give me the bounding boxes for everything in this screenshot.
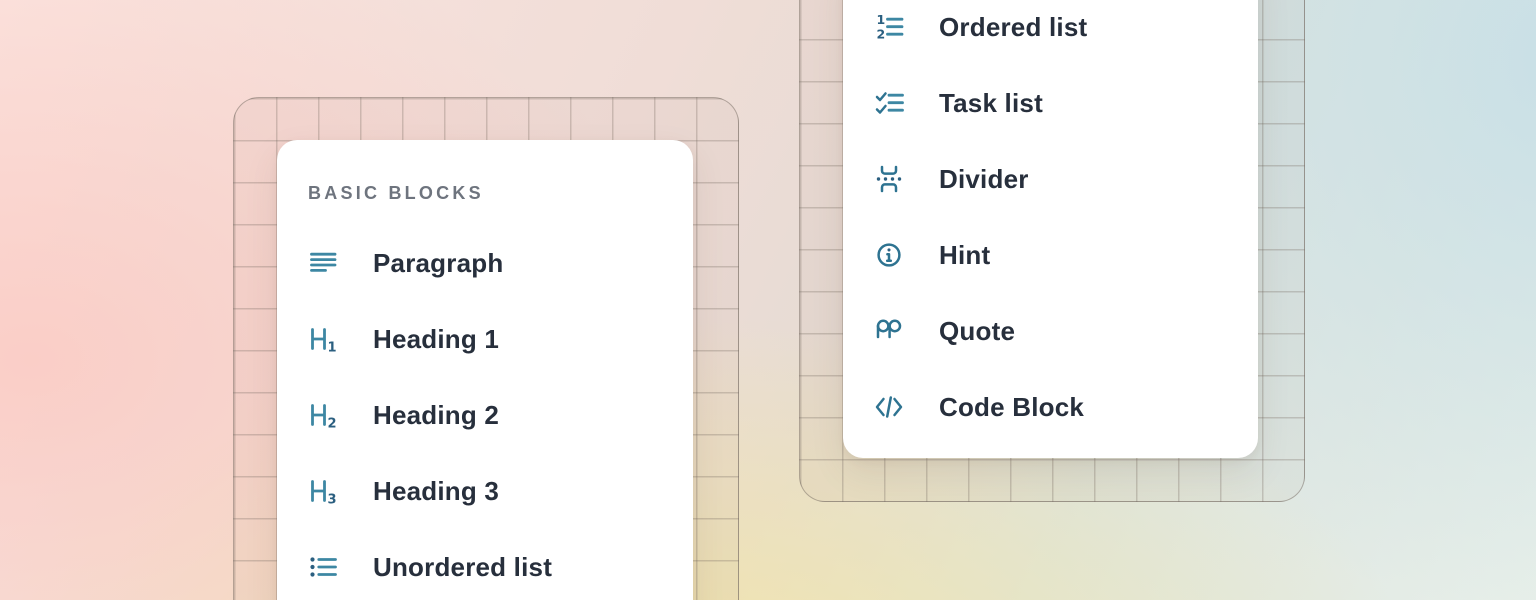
svg-text:1: 1: [877, 12, 886, 27]
svg-text:3: 3: [328, 493, 337, 507]
heading-2-icon: 2: [308, 400, 338, 430]
menu-section-title: BASIC BLOCKS: [308, 183, 484, 203]
menu-item-label: Quote: [939, 315, 1016, 346]
menu-item-task-list[interactable]: Task list: [843, 65, 1258, 141]
task-list-icon: [874, 88, 904, 118]
unordered-list-icon: [308, 552, 338, 582]
ordered-list-icon: 1 2: [874, 12, 904, 42]
menu-item-label: Hint: [939, 239, 991, 270]
menu-item-code-block[interactable]: Code Block: [843, 369, 1258, 445]
menu-item-heading-2[interactable]: 2 Heading 2: [277, 377, 693, 453]
menu-item-label: Code Block: [939, 391, 1085, 422]
hint-icon: [874, 240, 904, 270]
menu-item-label: Paragraph: [373, 247, 504, 278]
menu-item-unordered-list[interactable]: Unordered list: [277, 529, 693, 600]
menu-item-label: Divider: [939, 163, 1029, 194]
menu-item-paragraph[interactable]: Paragraph: [277, 225, 693, 301]
menu-item-hint[interactable]: Hint: [843, 217, 1258, 293]
menu-item-heading-3[interactable]: 3 Heading 3: [277, 453, 693, 529]
menu-item-quote[interactable]: Quote: [843, 293, 1258, 369]
quote-icon: [874, 316, 904, 346]
menu-item-label: Task list: [939, 87, 1043, 118]
blocks-menu-continued: 1 2 Ordered list Task list: [843, 0, 1258, 458]
svg-text:2: 2: [877, 27, 886, 42]
menu-item-label: Heading 1: [373, 323, 500, 354]
menu-item-label: Heading 3: [373, 475, 500, 506]
menu-item-label: Unordered list: [373, 551, 553, 582]
svg-text:1: 1: [328, 341, 337, 355]
menu-item-heading-1[interactable]: 1 Heading 1: [277, 301, 693, 377]
basic-blocks-menu: BASIC BLOCKS Paragraph 1: [277, 140, 693, 600]
code-block-icon: [874, 392, 904, 422]
heading-1-icon: 1: [308, 324, 338, 354]
menu-item-ordered-list[interactable]: 1 2 Ordered list: [843, 0, 1258, 65]
divider-icon: [874, 164, 904, 194]
svg-text:2: 2: [328, 417, 337, 431]
paragraph-icon: [308, 248, 338, 278]
heading-3-icon: 3: [308, 476, 338, 506]
menu-item-label: Heading 2: [373, 399, 500, 430]
menu-item-list: Paragraph 1 Heading 1 2: [277, 225, 693, 600]
menu-item-divider[interactable]: Divider: [843, 141, 1258, 217]
menu-item-label: Ordered list: [939, 11, 1088, 42]
menu-item-list: 1 2 Ordered list Task list: [843, 0, 1258, 445]
